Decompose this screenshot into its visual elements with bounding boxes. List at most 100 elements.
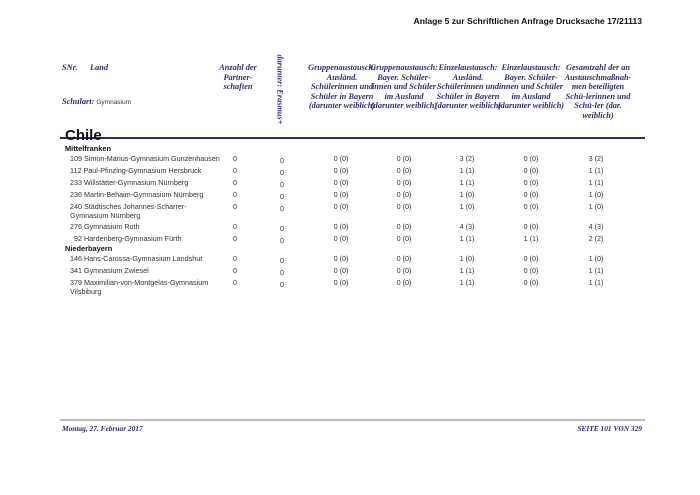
table-cell: 0 (0) [523,202,539,211]
school-name: 233 Willstätter-Gymnasium Nürnberg [70,178,189,187]
table-cell: 0 [280,180,284,189]
table-cell: 0 (0) [396,266,412,275]
table-cell: 1 (0) [588,254,604,263]
table-cell: 0 (0) [396,190,412,199]
table-cell: 0 (0) [333,154,349,163]
school-name: 276 Gymnasium Roth [70,222,140,231]
table-cell: 1 (1) [459,266,475,275]
table-cell: 0 (0) [396,178,412,187]
table-cell: 4 (3) [459,222,475,231]
footer-date: Montag, 27. Februar 2017 [62,424,143,433]
footer-page-number: SEITE 101 VON 329 [577,424,642,433]
table-cell: 0 [233,234,237,243]
table-cell: 0 [233,190,237,199]
table-cell: 1 (0) [459,190,475,199]
table-cell: 0 (0) [523,222,539,231]
header-snr: SNr. [62,63,78,72]
school-name: 240 Städtisches Johannes-Scharrer-Gymnas… [70,202,187,220]
table-cell: 3 (2) [459,154,475,163]
school-name: 92 Hardenberg-Gymnasium Fürth [74,234,182,243]
schulart-value: Gymnasium [96,99,132,106]
header-erasmus: darunter: Erasmus+ [275,54,285,125]
table-cell: 1 (1) [588,266,604,275]
table-cell: 1 (1) [459,278,475,287]
table-cell: 0 [280,256,284,265]
table-cell: 0 (0) [333,278,349,287]
school-name: 112 Paul-Pfinzing-Gymnasium Hersbruck [70,166,202,175]
region-heading: Mittelfranken [65,144,111,153]
table-cell: 0 (0) [523,266,539,275]
table-cell: 0 [233,202,237,211]
school-name: 109 Simon-Marius-Gymnasium Gunzenhausen [70,154,220,163]
table-cell: 0 (0) [333,166,349,175]
table-cell: 1 (0) [459,202,475,211]
table-cell: 0 (0) [523,154,539,163]
table-cell: 0 (0) [333,234,349,243]
table-cell: 1 (0) [588,202,604,211]
table-cell: 1 (1) [459,178,475,187]
school-name: 379 Maximilian-von-Montgelas-Gymnasium V… [70,278,209,296]
table-cell: 0 [280,156,284,165]
table-cell: 0 (0) [523,178,539,187]
table-cell: 0 [233,266,237,275]
table-cell: 0 (0) [523,254,539,263]
header-col3: Gruppenaustausch: Ausländ. Schülerinnen … [308,63,376,111]
table-cell: 1 (1) [588,166,604,175]
table-cell: 2 (2) [588,234,604,243]
country-heading: Chile [65,127,102,144]
table-cell: 1 (1) [459,166,475,175]
table-cell: 0 [280,268,284,277]
table-cell: 1 (0) [459,254,475,263]
table-cell: 0 [280,204,284,213]
header-anzahl: Anzahl der Partner-schaften [219,63,257,92]
table-cell: 0 [280,192,284,201]
school-name: 236 Martin-Behaim-Gymnasium Nürnberg [70,190,204,199]
table-cell: 0 (0) [333,254,349,263]
table-cell: 1 (1) [523,234,539,243]
table-cell: 0 (0) [333,266,349,275]
table-cell: 0 (0) [523,278,539,287]
table-cell: 0 (0) [523,190,539,199]
table-cell: 0 [233,154,237,163]
table-cell: 0 (0) [333,222,349,231]
table-cell: 0 [233,166,237,175]
table-cell: 1 (1) [588,178,604,187]
school-name: 341 Gymnasium Zwiesel [70,266,149,275]
footer-divider [60,419,645,421]
header-land: Land [90,63,108,72]
table-cell: 0 (0) [396,154,412,163]
table-cell: 0 [233,278,237,287]
table-cell: 0 [280,280,284,289]
header-col4: Gruppenaustausch: Bayer. Schüler-innen u… [370,63,438,111]
table-cell: 1 (0) [588,190,604,199]
table-cell: 0 (0) [396,234,412,243]
table-cell: 0 [233,254,237,263]
table-cell: 0 (0) [333,178,349,187]
table-cell: 0 [280,236,284,245]
header-col7: Gesamtzahl der an Austauschmaßnah-men be… [564,63,632,120]
document-title: Anlage 5 zur Schriftlichen Anfrage Druck… [413,16,642,26]
table-cell: 0 [280,168,284,177]
table-cell: 0 (0) [396,254,412,263]
table-cell: 0 [233,178,237,187]
table-cell: 4 (3) [588,222,604,231]
table-cell: 0 (0) [333,190,349,199]
school-name: 146 Hans-Carossa-Gymnasium Landshut [70,254,203,263]
table-cell: 1 (1) [459,234,475,243]
table-cell: 3 (2) [588,154,604,163]
table-cell: 0 (0) [396,166,412,175]
table-cell: 0 (0) [333,202,349,211]
table-cell: 0 (0) [396,278,412,287]
schulart-label: Schulart: [62,97,95,106]
header-divider [60,137,645,139]
table-cell: 1 (1) [588,278,604,287]
table-cell: 0 [280,224,284,233]
header-col6: Einzelaustausch: Bayer. Schüler-innen un… [497,63,565,111]
table-cell: 0 [233,222,237,231]
table-cell: 0 (0) [396,222,412,231]
table-cell: 0 (0) [523,166,539,175]
table-cell: 0 (0) [396,202,412,211]
header-schulart: Schulart: Gymnasium [62,97,131,108]
header-col5: Einzelaustausch: Ausländ. Schülerinnen u… [434,63,502,111]
